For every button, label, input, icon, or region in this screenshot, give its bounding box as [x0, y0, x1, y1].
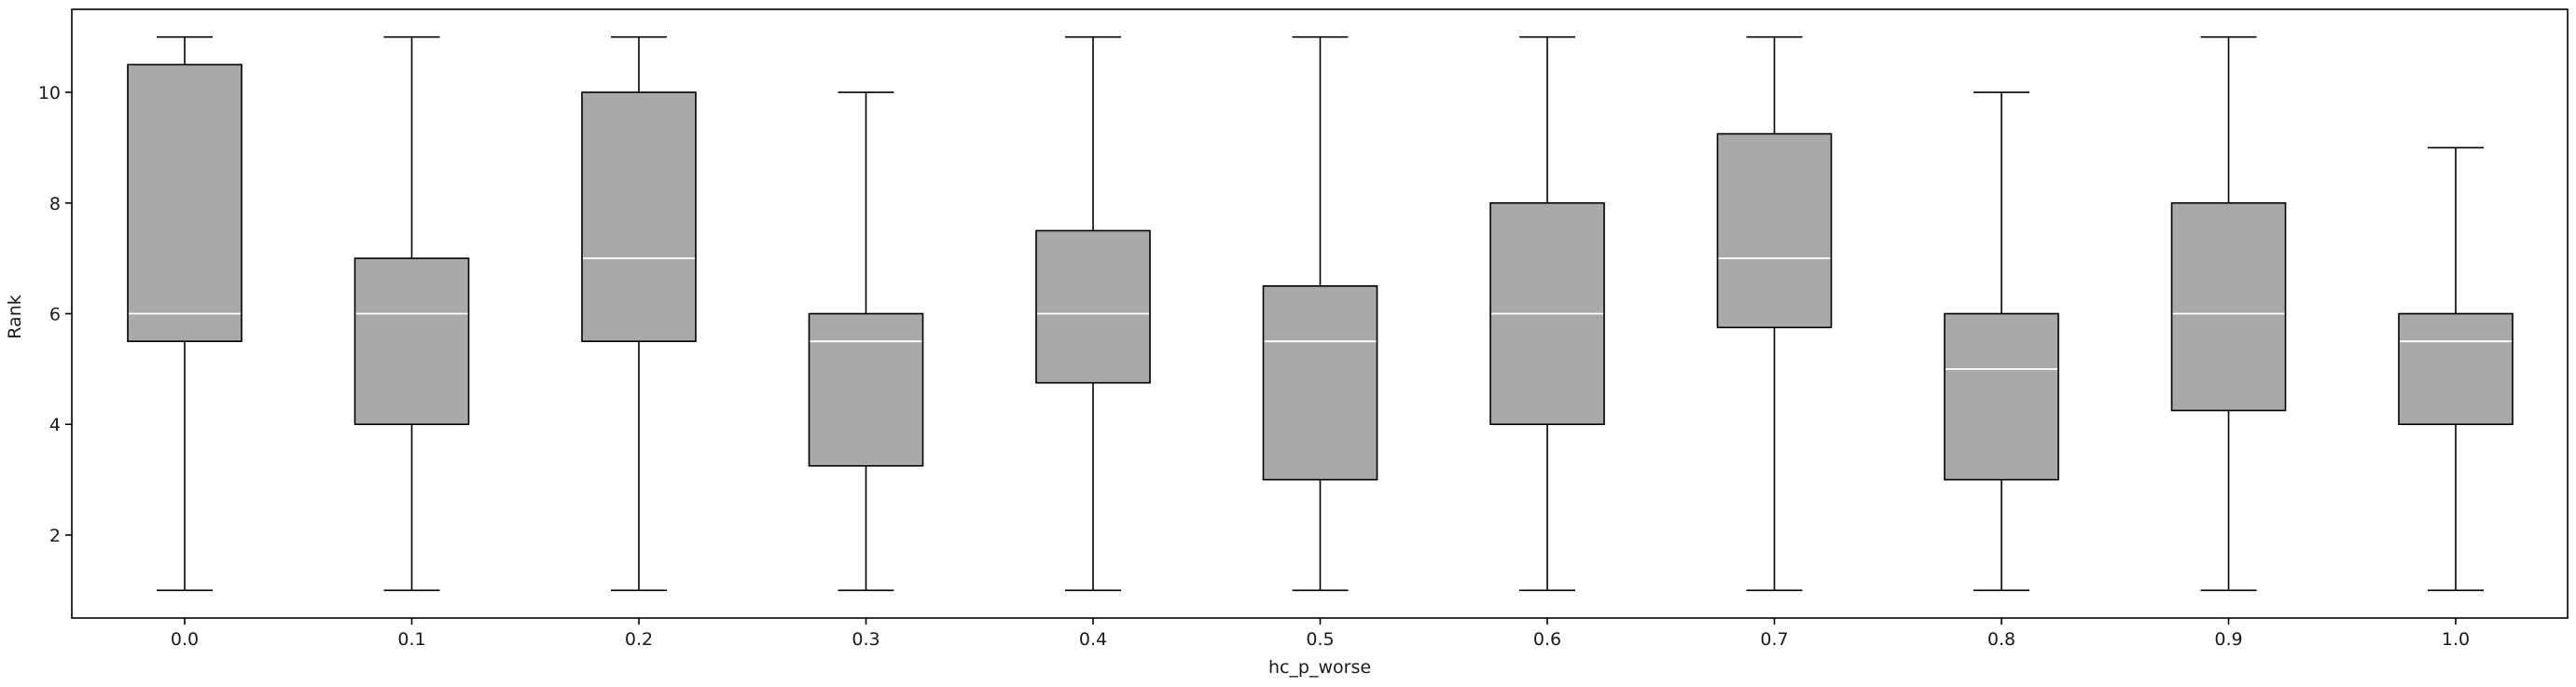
box-0.2: [581, 35, 697, 592]
box-0.0: [127, 35, 242, 592]
iqr-box: [353, 257, 470, 426]
y-tick-label: 8: [49, 194, 61, 214]
iqr-box: [808, 312, 924, 467]
box-1.0: [2398, 146, 2514, 592]
iqr-box: [127, 63, 242, 342]
x-tick-label: 0.7: [1760, 629, 1788, 650]
iqr-box: [2398, 312, 2514, 426]
iqr-box: [1716, 132, 1833, 329]
y-axis: 2 4 6 8 10: [38, 83, 72, 546]
y-tick-label: 2: [49, 526, 61, 546]
box-0.1: [353, 35, 470, 592]
y-tick-label: 10: [38, 83, 61, 103]
y-axis-label: Rank: [5, 295, 25, 338]
iqr-box: [581, 91, 697, 342]
box-0.8: [1944, 91, 2059, 592]
x-axis-label: hc_p_worse: [1268, 657, 1371, 678]
box-0.7: [1716, 35, 1833, 592]
x-tick-label: 0.2: [625, 629, 653, 650]
x-tick-label: 1.0: [2442, 629, 2470, 650]
x-tick-label: 0.8: [1987, 629, 2015, 650]
y-tick-label: 6: [49, 305, 61, 325]
x-tick-label: 0.1: [397, 629, 425, 650]
box-0.4: [1035, 35, 1151, 592]
x-tick-label: 0.4: [1079, 629, 1107, 650]
boxes-layer: [127, 35, 2514, 592]
x-tick-label: 0.5: [1306, 629, 1334, 650]
iqr-box: [1944, 312, 2059, 481]
iqr-box: [1035, 229, 1151, 384]
iqr-box: [1262, 285, 1378, 481]
x-tick-label: 0.6: [1533, 629, 1561, 650]
y-tick-label: 4: [49, 415, 61, 435]
x-axis: 0.0 0.1 0.2 0.3 0.4 0.5 0.6 0.7 0.8 0.9 1.0: [171, 618, 2470, 650]
x-tick-label: 0.0: [171, 629, 199, 650]
iqr-box: [2170, 201, 2287, 412]
x-tick-label: 0.3: [852, 629, 879, 650]
box-0.9: [2170, 35, 2287, 592]
box-0.6: [1489, 35, 1605, 592]
x-tick-label: 0.9: [2214, 629, 2242, 650]
box-0.3: [808, 91, 924, 592]
box-0.5: [1262, 35, 1378, 592]
